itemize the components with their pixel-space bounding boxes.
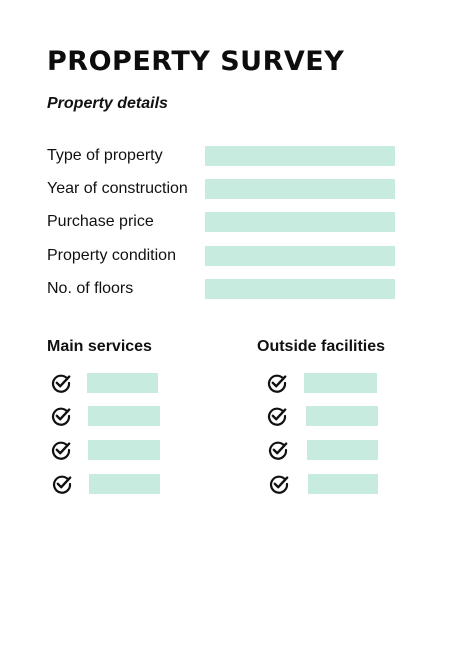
check-circle-icon[interactable] [266,405,288,427]
year-of-construction-field[interactable] [205,179,395,199]
outside-facility-item [266,372,406,394]
detail-row-type-of-property: Type of property [47,146,397,168]
check-circle-icon[interactable] [266,372,288,394]
outside-facility-field[interactable] [307,440,378,460]
check-circle-icon[interactable] [50,405,72,427]
type-of-property-field[interactable] [205,146,395,166]
main-service-item [51,473,191,495]
outside-facility-field[interactable] [304,373,377,393]
check-circle-icon[interactable] [267,439,289,461]
main-service-field[interactable] [88,440,160,460]
outside-facilities-heading: Outside facilities [257,338,386,355]
no-of-floors-field[interactable] [205,279,395,299]
section-title-property-details: Property details [47,95,168,112]
detail-label: Type of property [47,147,163,164]
outside-facility-item [267,439,407,461]
main-service-field[interactable] [87,373,158,393]
detail-row-purchase-price: Purchase price [47,212,397,234]
main-services-heading: Main services [47,338,152,355]
main-service-item [50,372,190,394]
detail-label: Property condition [47,247,176,264]
main-service-field[interactable] [89,474,160,494]
purchase-price-field[interactable] [205,212,395,232]
main-service-item [50,405,190,427]
check-circle-icon[interactable] [51,473,73,495]
outside-facility-field[interactable] [308,474,378,494]
outside-facility-item [266,405,406,427]
detail-row-property-condition: Property condition [47,246,397,268]
detail-label: Year of construction [47,180,188,197]
detail-row-year-of-construction: Year of construction [47,179,397,201]
check-circle-icon[interactable] [268,473,290,495]
page-title: PROPERTY SURVEY [47,46,345,77]
check-circle-icon[interactable] [50,439,72,461]
detail-label: Purchase price [47,213,154,230]
property-condition-field[interactable] [205,246,395,266]
outside-facility-field[interactable] [306,406,378,426]
main-service-item [50,439,190,461]
outside-facility-item [268,473,408,495]
main-service-field[interactable] [88,406,160,426]
detail-row-no-of-floors: No. of floors [47,279,397,301]
check-circle-icon[interactable] [50,372,72,394]
detail-label: No. of floors [47,280,134,297]
